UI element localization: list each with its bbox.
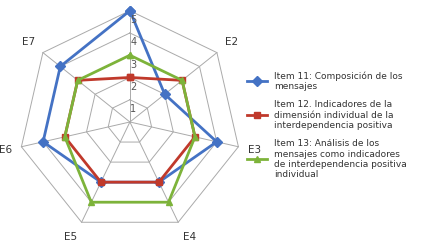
Text: 5: 5 [130,15,136,25]
Legend: Item 11: Composición de los
mensajes, Item 12. Indicadores de la
dimensión indiv: Item 11: Composición de los mensajes, It… [247,71,407,179]
Text: E6: E6 [0,144,12,154]
Text: 4: 4 [130,37,136,47]
Text: E2: E2 [225,37,238,47]
Text: 2: 2 [130,82,136,92]
Text: E5: E5 [64,231,77,241]
Text: E1: E1 [123,0,136,2]
Text: E4: E4 [183,231,196,241]
Text: 1: 1 [130,104,136,114]
Text: 3: 3 [130,59,136,69]
Text: E7: E7 [22,37,35,47]
Text: E3: E3 [248,144,261,154]
